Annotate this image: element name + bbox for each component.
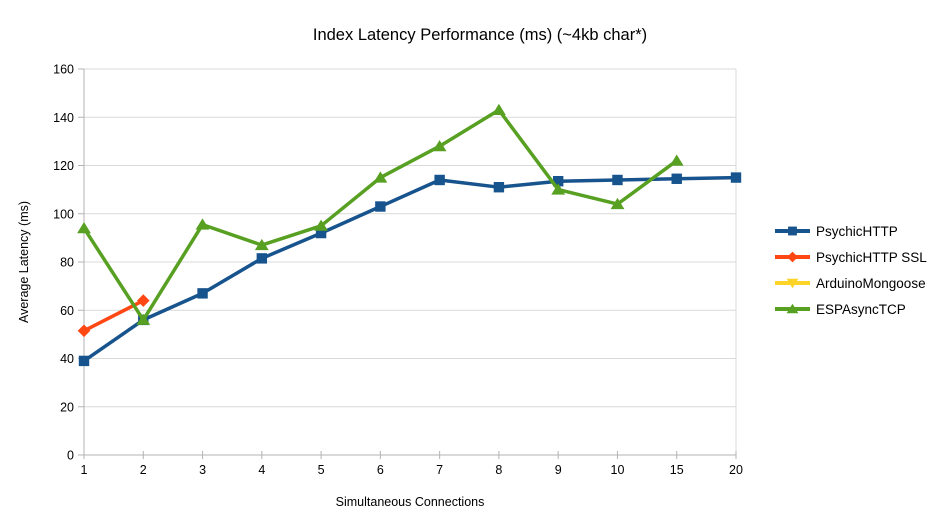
legend-label: PsychicHTTP xyxy=(816,223,898,239)
chart-title: Index Latency Performance (ms) (~4kb cha… xyxy=(312,26,648,44)
x-tick-label: 7 xyxy=(436,463,443,477)
legend-item-psychichttp: PsychicHTTP xyxy=(774,218,927,244)
data-point-marker-espasynctcp xyxy=(669,154,684,166)
data-point-marker-psychichttp xyxy=(493,182,505,193)
y-tick-label: 120 xyxy=(53,159,74,173)
legend-marker-arduinomongoose xyxy=(786,278,799,289)
y-tick-label: 100 xyxy=(53,207,74,221)
data-point-marker-espasynctcp xyxy=(373,171,388,183)
y-tick-label: 60 xyxy=(60,304,74,318)
y-tick-label: 140 xyxy=(53,111,74,125)
series-espasynctcp xyxy=(77,103,684,325)
legend-label: PsychicHTTP SSL xyxy=(816,249,927,265)
legend-marker-psychichttp xyxy=(788,226,797,236)
legend-marker-psychichttp-ssl xyxy=(787,251,798,263)
x-tick-label: 15 xyxy=(670,463,684,477)
x-axis-title: Simultaneous Connections xyxy=(335,495,485,509)
data-point-marker-espasynctcp xyxy=(432,140,447,152)
y-tick-label: 80 xyxy=(60,256,74,270)
data-point-marker-psychichttp xyxy=(434,174,445,186)
legend-item-psychichttp-ssl: PsychicHTTP SSL xyxy=(774,244,927,270)
x-tick-label: 5 xyxy=(318,463,325,477)
legend-swatch-arduinomongoose xyxy=(775,278,810,289)
x-tick-label: 1 xyxy=(81,463,88,477)
data-point-marker-psychichttp-ssl xyxy=(77,324,91,338)
y-tick-label: 20 xyxy=(60,400,74,414)
x-tick-label: 4 xyxy=(258,463,265,477)
data-point-marker-espasynctcp xyxy=(254,238,269,251)
data-point-marker-psychichttp xyxy=(256,253,268,264)
legend-label: ESPAsyncTCP xyxy=(816,301,906,317)
data-point-marker-psychichttp xyxy=(612,174,623,186)
data-point-marker-espasynctcp xyxy=(610,197,625,210)
series-line-espasynctcp xyxy=(82,108,679,322)
data-point-marker-psychichttp-ssl xyxy=(137,294,150,307)
legend-item-arduinomongoose: ArduinoMongoose xyxy=(774,270,927,296)
data-point-marker-psychichttp xyxy=(315,227,327,239)
legend-item-espasynctcp: ESPAsyncTCP xyxy=(774,296,927,322)
x-tick-label: 20 xyxy=(729,463,743,477)
legend-swatch-psychichttp xyxy=(775,226,810,236)
data-point-marker-espasynctcp xyxy=(136,313,151,325)
y-tick-label: 0 xyxy=(67,449,74,463)
x-tick-label: 9 xyxy=(555,463,562,477)
legend-label: ArduinoMongoose xyxy=(816,275,926,291)
x-tick-label: 10 xyxy=(611,463,625,477)
series-psychichttp xyxy=(78,172,742,367)
series-line-psychichttp xyxy=(82,175,738,363)
legend-swatch-espasynctcp xyxy=(775,303,810,314)
legend-swatch-psychichttp-ssl xyxy=(775,251,810,263)
data-point-marker-psychichttp xyxy=(375,201,386,212)
data-point-marker-psychichttp xyxy=(671,173,682,184)
x-tick-label: 2 xyxy=(140,463,147,477)
legend: PsychicHTTP PsychicHTTP SSL ArduinoMongoos… xyxy=(774,218,927,322)
data-point-marker-psychichttp xyxy=(197,288,208,299)
data-point-marker-espasynctcp xyxy=(77,222,91,234)
x-tick-label: 6 xyxy=(377,463,384,477)
data-point-marker-espasynctcp xyxy=(195,218,210,230)
data-point-marker-espasynctcp xyxy=(551,183,566,195)
y-tick-label: 160 xyxy=(53,63,74,77)
x-tick-label: 3 xyxy=(199,463,206,477)
x-tick-label: 8 xyxy=(495,463,502,477)
data-point-marker-psychichttp xyxy=(730,172,742,183)
data-point-marker-psychichttp xyxy=(78,355,90,367)
y-tick-label: 40 xyxy=(60,352,74,366)
legend-marker-espasynctcp xyxy=(786,303,799,314)
data-point-marker-espasynctcp xyxy=(492,103,506,115)
data-point-marker-psychichttp xyxy=(552,175,564,187)
data-point-marker-espasynctcp xyxy=(314,219,328,231)
